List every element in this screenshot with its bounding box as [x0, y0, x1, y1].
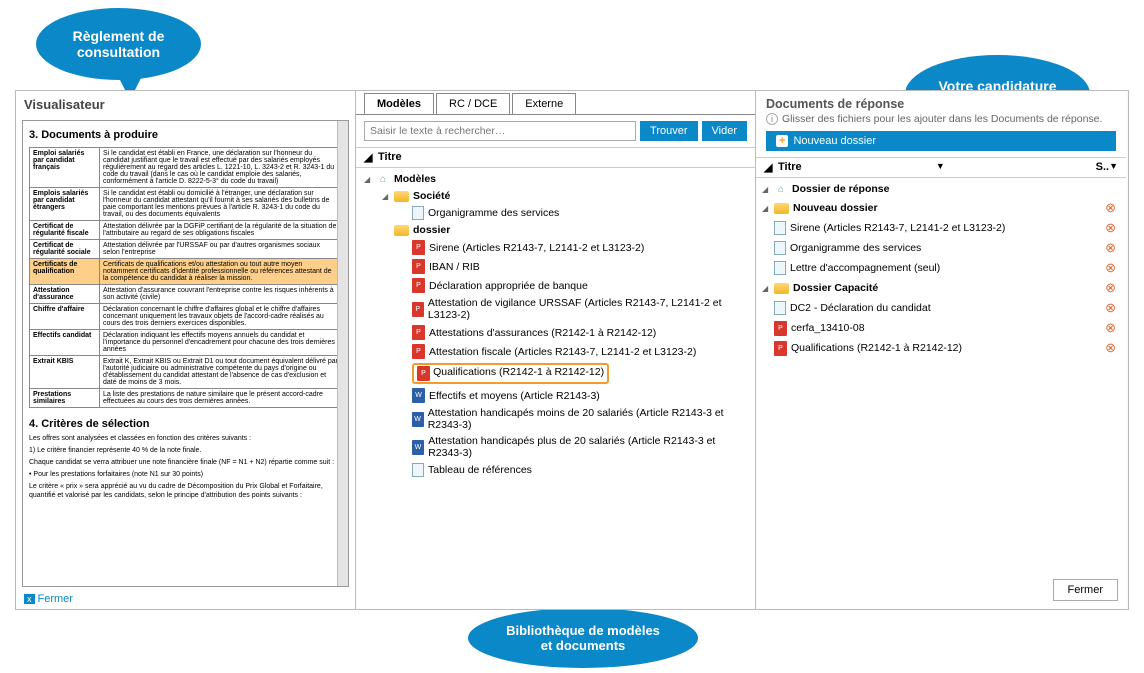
delete-icon[interactable]: ⊗ [1105, 280, 1120, 296]
section-3-heading: 3. Documents à produire [29, 129, 342, 141]
tree-node[interactable]: Organigramme des services [362, 204, 749, 222]
tree-node[interactable]: PDéclaration appropriée de banque [362, 276, 749, 295]
home-icon: ⌂ [774, 182, 788, 196]
tree-node[interactable]: WEffectifs et moyens (Article R2143-3) [362, 386, 749, 405]
table-row: Certificats de qualificationCertificats … [30, 259, 342, 285]
doc-icon [774, 241, 786, 255]
folder-icon [774, 203, 789, 214]
reponse-hint: iGlisser des fichiers pour les ajouter d… [756, 113, 1126, 131]
documents-table: Emploi salariés par candidat françaisSi … [29, 147, 342, 408]
tree-node[interactable]: ◢Nouveau dossier⊗ [762, 198, 1120, 218]
folder-icon [394, 225, 409, 236]
visualisateur-title: Visualisateur [16, 91, 355, 118]
table-row: Effectifs candidatDéclaration indiquant … [30, 330, 342, 356]
doc-icon [774, 301, 786, 315]
section-4-body: Les offres sont analysées et classées en… [29, 434, 342, 501]
word-icon: W [412, 440, 425, 455]
tree-node[interactable]: ◢⌂Modèles [362, 170, 749, 188]
tree-node[interactable]: dossier [362, 222, 749, 238]
tree-node[interactable]: ◢Dossier Capacité⊗ [762, 278, 1120, 298]
doc-icon [774, 221, 786, 235]
tree-node[interactable]: PIBAN / RIB [362, 257, 749, 276]
delete-icon[interactable]: ⊗ [1105, 220, 1120, 236]
table-row: Prestations similairesLa liste des prest… [30, 389, 342, 408]
tab-modles[interactable]: Modèles [364, 93, 434, 114]
delete-icon[interactable]: ⊗ [1105, 240, 1120, 256]
pdf-icon: P [412, 259, 425, 274]
tree-node[interactable]: PAttestation fiscale (Articles R2143-7, … [362, 342, 749, 361]
table-row: Emplois salariés par candidat étrangersS… [30, 188, 342, 221]
delete-icon[interactable]: ⊗ [1105, 320, 1120, 336]
pdf-icon: P [774, 321, 787, 336]
table-row: Certificat de régularité socialeAttestat… [30, 240, 342, 259]
document-viewer[interactable]: 3. Documents à produire Emploi salariés … [22, 120, 349, 587]
section-4-heading: 4. Critères de sélection [29, 418, 342, 430]
tabs: ModèlesRC / DCEExterne [356, 91, 755, 115]
right-col-titre: Titre [778, 161, 802, 174]
panel-visualisateur: Visualisateur 3. Documents à produire Em… [16, 91, 356, 609]
search-input[interactable] [364, 121, 636, 141]
table-row: Attestation d'assuranceAttestation d'ass… [30, 285, 342, 304]
pdf-icon: P [774, 341, 787, 356]
word-icon: W [412, 412, 424, 427]
pdf-icon: P [412, 302, 424, 317]
tree-node[interactable]: PQualifications (R2142-1 à R2142-12)⊗ [762, 338, 1120, 358]
pdf-icon: P [417, 366, 430, 381]
delete-icon[interactable]: ⊗ [1105, 300, 1120, 316]
nouveau-dossier-button[interactable]: +Nouveau dossier [766, 131, 1116, 151]
home-icon: ⌂ [376, 172, 390, 186]
tree-node[interactable]: ◢Société [362, 188, 749, 204]
fermer-button[interactable]: Fermer [1053, 579, 1118, 601]
mid-col-titre: Titre [378, 151, 402, 164]
panel-reponse: Documents de réponse iGlisser des fichie… [756, 91, 1126, 609]
tree-node[interactable]: PAttestation de vigilance URSSAF (Articl… [362, 295, 749, 323]
tree-node[interactable]: Sirene (Articles R2143-7, L2141-2 et L31… [762, 218, 1120, 238]
callout-reglement: Règlement deconsultation [36, 8, 201, 80]
pdf-icon: P [412, 240, 425, 255]
word-icon: W [412, 388, 425, 403]
tree-node[interactable]: PSirene (Articles R2143-7, L2141-2 et L3… [362, 238, 749, 257]
panel-modeles: ModèlesRC / DCEExterne Trouver Vider ◢Ti… [356, 91, 756, 609]
table-row: Chiffre d'affaireDéclaration concernant … [30, 304, 342, 330]
tree-node[interactable]: Tableau de références [362, 461, 749, 479]
pdf-icon: P [412, 278, 425, 293]
delete-icon[interactable]: ⊗ [1105, 200, 1120, 216]
delete-icon[interactable]: ⊗ [1105, 260, 1120, 276]
right-col-s: S.. [1079, 161, 1109, 174]
pdf-icon: P [412, 325, 425, 340]
tree-node[interactable]: ◢⌂Dossier de réponse [762, 180, 1120, 198]
callout-bibliotheque: Bibliothèque de modèleset documents [468, 608, 698, 668]
tab-rcdce[interactable]: RC / DCE [436, 93, 510, 114]
tree-node[interactable]: DC2 - Déclaration du candidat⊗ [762, 298, 1120, 318]
table-row: Extrait KBISExtrait K, Extrait KBIS ou E… [30, 356, 342, 389]
folder-icon [394, 191, 409, 202]
tree-node[interactable]: Lettre d'accompagnement (seul)⊗ [762, 258, 1120, 278]
tree-node[interactable]: PAttestations d'assurances (R2142-1 à R2… [362, 323, 749, 342]
tree-node[interactable]: P Qualifications (R2142-1 à R2142-12) [362, 361, 749, 386]
table-row: Certificat de régularité fiscaleAttestat… [30, 221, 342, 240]
tree-node[interactable]: WAttestation handicapés plus de 20 salar… [362, 433, 749, 461]
tree-node[interactable]: Organigramme des services⊗ [762, 238, 1120, 258]
doc-icon [774, 261, 786, 275]
fermer-link[interactable]: xFermer [16, 589, 355, 609]
tab-externe[interactable]: Externe [512, 93, 576, 114]
pdf-icon: P [412, 344, 425, 359]
table-row: Emploi salariés par candidat françaisSi … [30, 148, 342, 188]
delete-icon[interactable]: ⊗ [1105, 340, 1120, 356]
vider-button[interactable]: Vider [702, 121, 747, 141]
reponse-tree[interactable]: ◢⌂Dossier de réponse◢Nouveau dossier⊗Sir… [756, 178, 1126, 609]
doc-icon [412, 463, 424, 477]
doc-icon [412, 206, 424, 220]
folder-icon [774, 283, 789, 294]
modeles-tree[interactable]: ◢⌂Modèles◢SociétéOrganigramme des servic… [356, 168, 755, 609]
app-window: Visualisateur 3. Documents à produire Em… [15, 90, 1129, 610]
tree-node[interactable]: WAttestation handicapés moins de 20 sala… [362, 405, 749, 433]
tree-node[interactable]: Pcerfa_13410-08⊗ [762, 318, 1120, 338]
trouver-button[interactable]: Trouver [640, 121, 698, 141]
reponse-title: Documents de réponse [756, 91, 1126, 113]
